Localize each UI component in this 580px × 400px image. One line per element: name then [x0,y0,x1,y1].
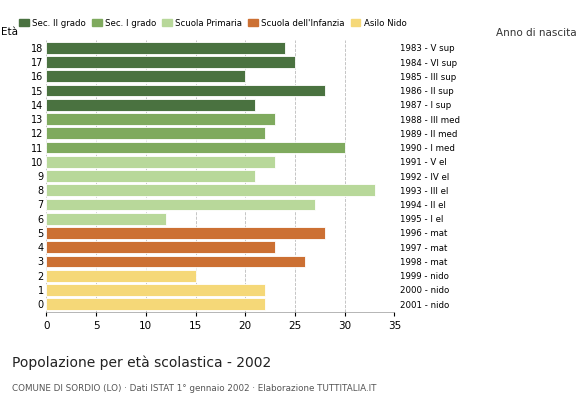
Bar [46,142,345,153]
Text: COMUNE DI SORDIO (LO) · Dati ISTAT 1° gennaio 2002 · Elaborazione TUTTITALIA.IT: COMUNE DI SORDIO (LO) · Dati ISTAT 1° ge… [12,384,376,393]
Text: Anno di nascita: Anno di nascita [496,28,577,38]
Bar [46,184,375,196]
Bar [46,170,255,182]
Legend: Sec. II grado, Sec. I grado, Scuola Primaria, Scuola dell'Infanzia, Asilo Nido: Sec. II grado, Sec. I grado, Scuola Prim… [19,18,407,28]
Bar [46,199,315,210]
Bar [46,284,265,296]
Bar [46,42,285,54]
Bar [46,113,275,125]
Bar [46,156,275,168]
Bar [46,70,245,82]
Bar [46,256,305,267]
Bar [46,241,275,253]
Text: Popolazione per età scolastica - 2002: Popolazione per età scolastica - 2002 [12,356,271,370]
Bar [46,85,325,96]
Bar [46,227,325,239]
Bar [46,298,265,310]
Bar [46,213,166,224]
Text: Età: Età [1,27,18,37]
Bar [46,270,195,282]
Bar [46,56,295,68]
Bar [46,128,265,139]
Bar [46,99,255,111]
